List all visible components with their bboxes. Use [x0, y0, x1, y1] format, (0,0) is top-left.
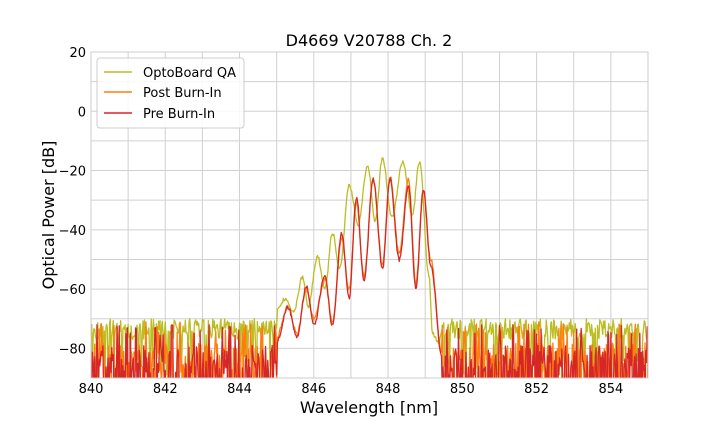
y-tick-label: 20	[69, 46, 86, 61]
y-axis-title: Optical Power [dB]	[39, 141, 58, 290]
y-tick-label: −40	[59, 224, 86, 239]
series-line-pre-burn-in	[91, 177, 648, 378]
series-line-optoboard-qa	[91, 157, 648, 376]
x-tick-label: 852	[524, 382, 549, 397]
y-tick-label: −60	[59, 283, 86, 298]
legend-label-post-burn-in: Post Burn-In	[143, 86, 222, 101]
x-tick-label: 848	[376, 382, 401, 397]
x-tick-label: 846	[301, 382, 326, 397]
legend: OptoBoard QA Post Burn-In Pre Burn-In	[96, 57, 245, 129]
x-tick-label: 850	[450, 382, 475, 397]
legend-label-pre-burn-in: Pre Burn-In	[143, 107, 215, 122]
x-tick-label: 844	[227, 382, 252, 397]
y-tick-label: −80	[59, 342, 86, 357]
x-tick-labels: 840 842 844 846 848 850 852 854	[79, 382, 624, 397]
legend-box	[96, 57, 245, 129]
series-group	[91, 157, 648, 378]
chart-title: D4669 V20788 Ch. 2	[286, 31, 453, 50]
legend-label-optoboard: OptoBoard QA	[143, 66, 236, 81]
plot-frame	[90, 51, 649, 379]
y-tick-labels: 20 0 −20 −40 −60 −80	[59, 46, 86, 357]
y-tick-label: 0	[78, 105, 86, 120]
y-tick-label: −20	[59, 165, 86, 180]
x-tick-label: 842	[153, 382, 178, 397]
x-tick-label: 840	[79, 382, 104, 397]
x-axis-title: Wavelength [nm]	[300, 398, 438, 417]
x-tick-label: 854	[598, 382, 623, 397]
